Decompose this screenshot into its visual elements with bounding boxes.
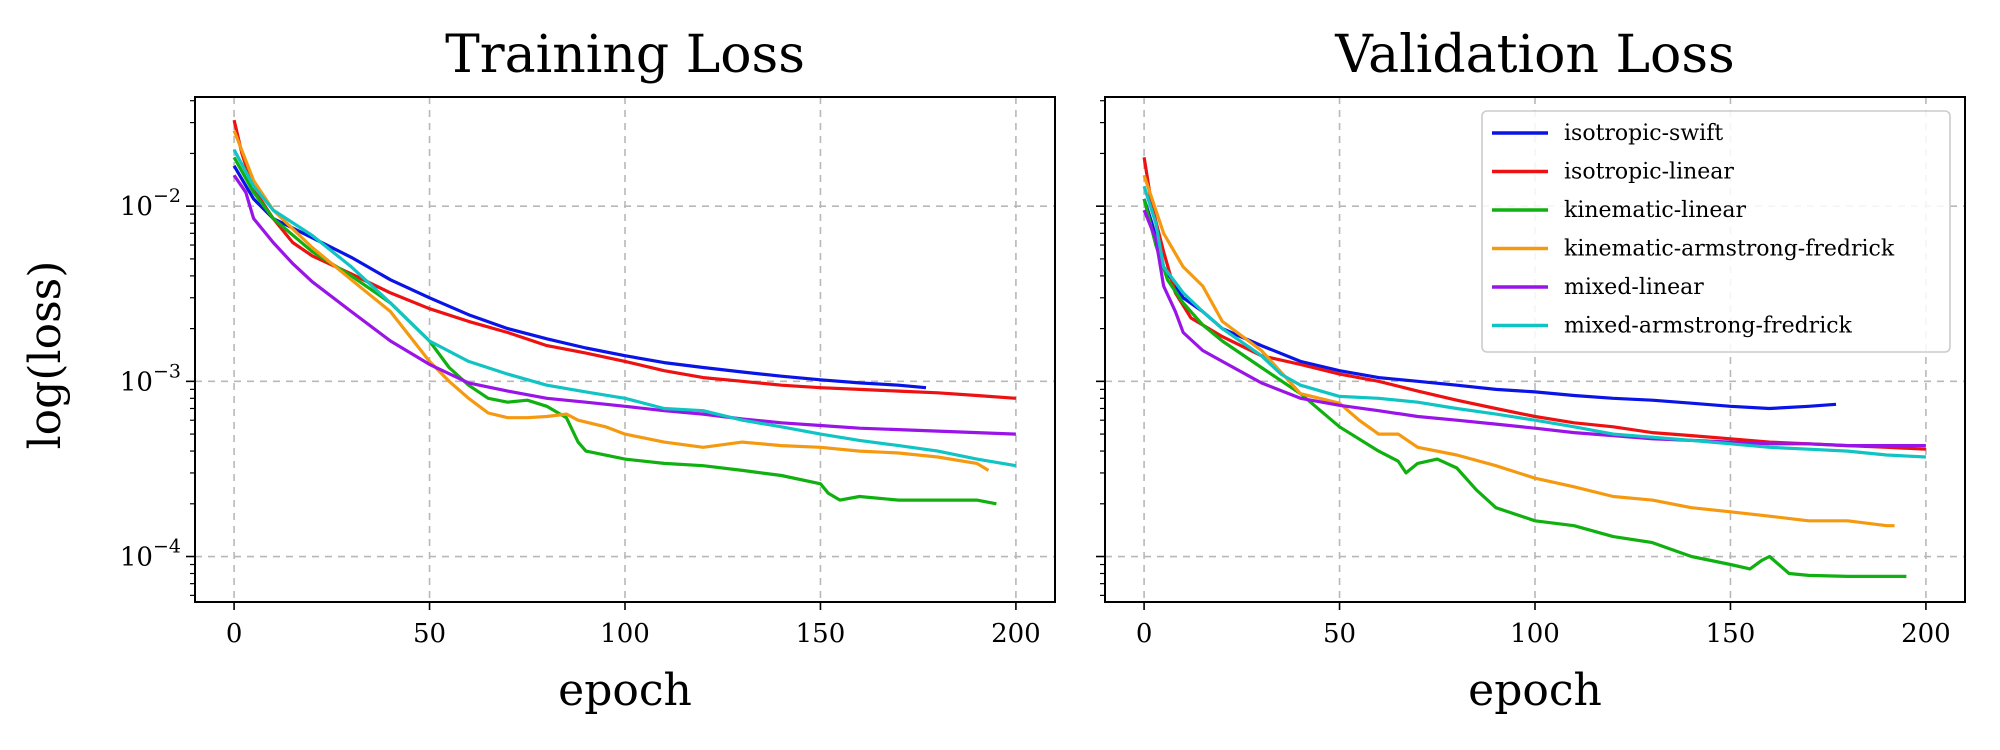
validation-series-mixed-linear bbox=[1142, 209, 1926, 448]
legend-entry: mixed-linear bbox=[1564, 275, 1704, 300]
x-tick-label: 150 bbox=[1706, 619, 1756, 649]
training-series-isotropic-linear bbox=[232, 119, 1017, 400]
x-tick-label: 200 bbox=[1901, 619, 1951, 649]
x-tick-label: 200 bbox=[991, 619, 1041, 649]
validation-title: Validation Loss bbox=[1334, 25, 1734, 85]
x-tick-label: 50 bbox=[413, 619, 446, 649]
y-axis-label: log(loss) bbox=[20, 261, 71, 450]
validation-series-mixed-armstrong-fredrick bbox=[1142, 185, 1926, 459]
training-series-kinematic-armstrong-fredrick bbox=[232, 130, 990, 472]
training-series-mixed-armstrong-fredrick bbox=[232, 148, 1017, 468]
legend-entry: isotropic-swift bbox=[1564, 121, 1723, 146]
legend-entry: kinematic-linear bbox=[1564, 198, 1747, 223]
validation-series-kinematic-linear bbox=[1142, 198, 1907, 579]
y-tick-label: 10−3 bbox=[120, 360, 181, 397]
validation-loss-panel: Validation Loss 0 50 100 150 200 epoch isotropi… bbox=[1096, 25, 1966, 716]
y-tick-label: 10−2 bbox=[120, 185, 181, 222]
validation-series-kinematic-armstrong-fredrick bbox=[1142, 174, 1895, 528]
x-tick-label: 150 bbox=[796, 619, 846, 649]
training-title: Training Loss bbox=[445, 25, 805, 85]
x-tick-label: 100 bbox=[1510, 619, 1560, 649]
training-x-axis-label: epoch bbox=[558, 665, 692, 716]
training-series-mixed-linear bbox=[232, 174, 1016, 436]
validation-series-isotropic-swift bbox=[1142, 198, 1837, 411]
legend: isotropic-swift isotropic-linear kinematic… bbox=[1481, 110, 1951, 353]
legend-entry: isotropic-linear bbox=[1564, 160, 1734, 185]
legend-box bbox=[1481, 110, 1951, 353]
x-tick-label: 0 bbox=[226, 619, 243, 649]
x-tick-label: 50 bbox=[1323, 619, 1356, 649]
legend-entry: mixed-armstrong-fredrick bbox=[1564, 314, 1853, 339]
validation-x-axis-label: epoch bbox=[1468, 665, 1602, 716]
legend-entry: kinematic-armstrong-fredrick bbox=[1564, 237, 1895, 262]
x-tick-label: 100 bbox=[600, 619, 650, 649]
training-series-kinematic-linear bbox=[232, 156, 997, 506]
training-loss-panel: Training Loss 0 50 100 150 200 epoch 10−2 10−3 10… bbox=[120, 25, 1056, 716]
training-series-isotropic-swift bbox=[232, 164, 927, 390]
y-tick-label: 10−4 bbox=[120, 536, 181, 573]
x-tick-label: 0 bbox=[1136, 619, 1153, 649]
